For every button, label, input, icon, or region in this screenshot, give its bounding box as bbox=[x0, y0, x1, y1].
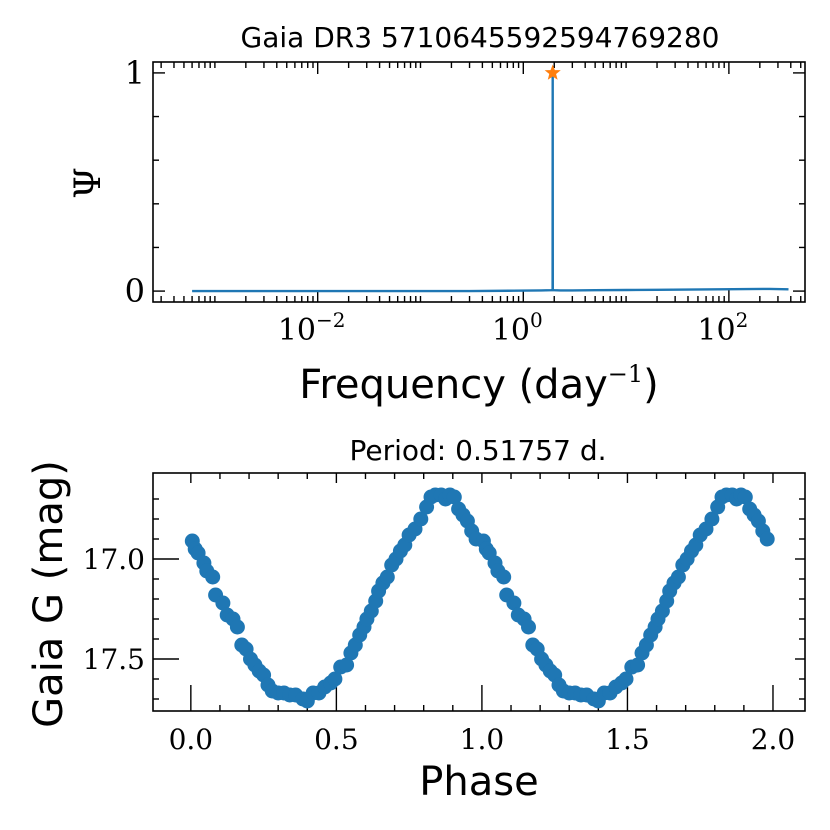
x-tick-label: 0.5 bbox=[314, 723, 359, 756]
light-curve-x-label: Phase bbox=[419, 759, 538, 805]
x-tick-label: 100 bbox=[492, 308, 543, 348]
periodogram-x-label: Frequency (day−1) bbox=[299, 360, 659, 408]
x-tick-label: 0.0 bbox=[169, 723, 214, 756]
periodogram-y-label: Ψ bbox=[68, 167, 109, 199]
light-curve-point bbox=[737, 489, 753, 505]
x-label-main: Frequency (day bbox=[299, 362, 608, 408]
light-curve-point bbox=[759, 531, 775, 547]
light-curve-point bbox=[704, 511, 720, 527]
periodogram-line bbox=[192, 71, 789, 293]
light-curve-point bbox=[327, 671, 343, 687]
y-tick-label: 0 bbox=[125, 272, 145, 310]
x-tick-exponent: 2 bbox=[736, 308, 749, 332]
x-tick-label: 102 bbox=[697, 308, 748, 348]
light-curve-axes-frame bbox=[152, 472, 806, 712]
light-curve-point bbox=[215, 595, 231, 611]
light-curve-panel: Period: 0.51757 d. 0.0 0.5 1.0 1.5 2.0 17.0 17… bbox=[26, 434, 806, 805]
light-curve-point bbox=[630, 657, 646, 673]
light-curve-title: Period: 0.51757 d. bbox=[349, 434, 606, 467]
light-curve-point bbox=[618, 671, 634, 687]
light-curve-point bbox=[506, 595, 522, 611]
x-label-close: ) bbox=[643, 362, 659, 408]
light-curve-point bbox=[413, 511, 429, 527]
light-curve-y-label: Gaia G (mag) bbox=[26, 460, 72, 728]
x-tick-base: 10 bbox=[697, 313, 735, 348]
light-curve-points bbox=[184, 487, 775, 709]
light-curve-point bbox=[339, 657, 355, 673]
y-tick-label: 17.5 bbox=[83, 643, 145, 676]
x-tick-label: 1.0 bbox=[460, 723, 505, 756]
y-tick-label: 17.0 bbox=[83, 543, 145, 576]
light-curve-point bbox=[205, 569, 221, 585]
x-label-superscript: −1 bbox=[608, 360, 643, 388]
light-curve-point bbox=[496, 569, 512, 585]
periodogram-axes-frame bbox=[152, 61, 806, 303]
y-tick-label: 1 bbox=[125, 54, 145, 92]
x-tick-base: 10 bbox=[492, 313, 530, 348]
periodogram-title: Gaia DR3 5710645592594769280 bbox=[241, 21, 720, 54]
x-tick-label: 2.0 bbox=[751, 723, 796, 756]
periodogram-series bbox=[192, 64, 789, 293]
x-tick-exponent: −2 bbox=[316, 308, 345, 332]
x-tick-label: 1.5 bbox=[605, 723, 650, 756]
light-curve-point bbox=[670, 569, 686, 585]
light-curve-ticks: 0.0 0.5 1.0 1.5 2.0 17.0 17.5 bbox=[83, 473, 805, 756]
light-curve-point bbox=[229, 619, 245, 635]
x-tick-label: 10−2 bbox=[278, 308, 346, 348]
periodogram-panel: Gaia DR3 5710645592594769280 10−2 100 1020… bbox=[68, 21, 806, 408]
x-tick-base: 10 bbox=[278, 313, 316, 348]
peak-marker-star bbox=[544, 64, 561, 80]
light-curve-point bbox=[379, 569, 395, 585]
x-tick-exponent: 0 bbox=[530, 308, 543, 332]
light-curve-point bbox=[446, 489, 462, 505]
light-curve-point bbox=[521, 619, 536, 635]
